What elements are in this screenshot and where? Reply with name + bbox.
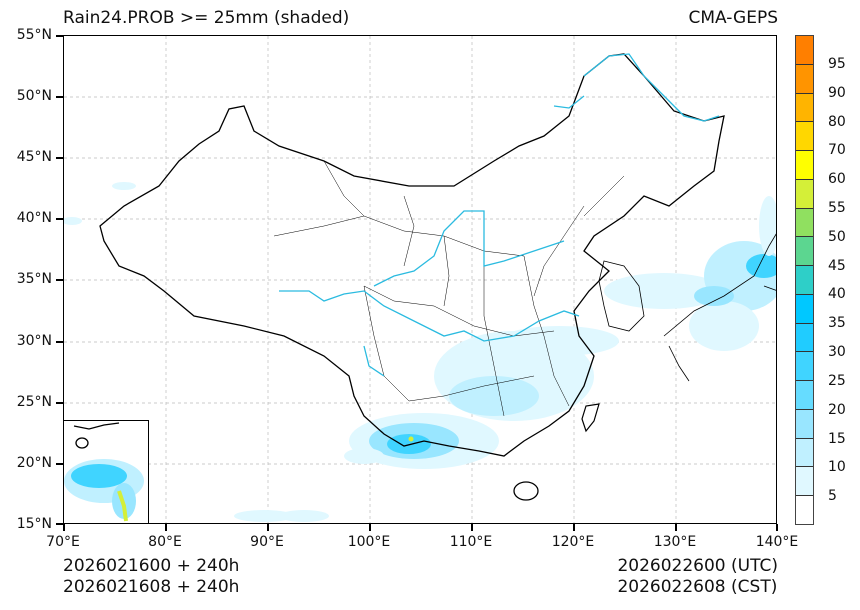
japan-outline xyxy=(663,233,776,382)
lat-label-35: 35°N xyxy=(16,271,52,287)
x-tick xyxy=(776,524,778,531)
model-name: CMA-GEPS xyxy=(688,8,778,28)
colorbar-label: 30 xyxy=(828,344,846,361)
y-tick xyxy=(56,96,63,98)
valid-time-block: 2026022600 (UTC) 2026022608 (CST) xyxy=(617,556,778,598)
colorbar xyxy=(795,35,814,525)
init-time-cst: 2026021608 + 240h xyxy=(63,577,240,597)
lon-label-140: 140°E xyxy=(755,534,799,550)
init-time-block: 2026021600 + 240h 2026021608 + 240h xyxy=(63,556,239,598)
colorbar-label: 60 xyxy=(828,171,846,188)
x-tick xyxy=(63,524,65,531)
y-tick xyxy=(56,402,63,404)
y-tick xyxy=(56,463,63,465)
colorbar-segment xyxy=(796,208,813,238)
x-tick xyxy=(267,524,269,531)
colorbar-segment xyxy=(796,381,813,410)
lon-label-80: 80°E xyxy=(148,534,182,550)
valid-time-cst: 2026022608 (CST) xyxy=(617,577,778,597)
lon-label-130: 130°E xyxy=(653,534,697,550)
colorbar-segment xyxy=(796,409,813,439)
lat-label-25: 25°N xyxy=(16,394,52,410)
colorbar-labels: 95 90 80 70 60 55 50 45 40 35 30 25 20 1… xyxy=(826,35,860,525)
colorbar-segment xyxy=(796,294,813,324)
lat-label-20: 20°N xyxy=(16,455,52,471)
colorbar-segment xyxy=(796,122,813,152)
lon-label-70: 70°E xyxy=(46,534,80,550)
korea-outline xyxy=(598,260,645,332)
colorbar-label: 80 xyxy=(828,113,846,130)
hainan-island xyxy=(513,481,539,501)
colorbar-label: 20 xyxy=(828,401,846,418)
lat-label-15: 15°N xyxy=(16,516,52,532)
colorbar-label: 95 xyxy=(828,55,846,72)
country-boundary xyxy=(99,53,725,457)
colorbar-segment xyxy=(796,352,813,382)
colorbar-label: 70 xyxy=(828,142,846,159)
colorbar-segment xyxy=(796,151,813,180)
colorbar-label: 35 xyxy=(828,315,846,332)
lat-label-50: 50°N xyxy=(16,88,52,104)
colorbar-segment xyxy=(796,64,813,94)
south-china-sea-inset xyxy=(64,420,149,523)
lat-label-40: 40°N xyxy=(16,210,52,226)
colorbar-segment xyxy=(796,496,813,525)
colorbar-label: 45 xyxy=(828,257,846,274)
colorbar-label: 10 xyxy=(828,459,846,476)
lat-label-30: 30°N xyxy=(16,333,52,349)
colorbar-segment xyxy=(796,323,813,353)
colorbar-label: 25 xyxy=(828,372,846,389)
colorbar-label: 40 xyxy=(828,286,846,303)
init-time-utc: 2026021600 + 240h xyxy=(63,556,240,576)
lon-label-100: 100°E xyxy=(347,534,391,550)
valid-time-utc: 2026022600 (UTC) xyxy=(617,556,778,576)
precip-shading xyxy=(64,182,776,522)
map-canvas xyxy=(64,36,776,523)
y-tick xyxy=(56,35,63,37)
colorbar-segment xyxy=(796,467,813,497)
y-tick xyxy=(56,157,63,159)
colorbar-segment xyxy=(796,179,813,209)
y-tick xyxy=(56,341,63,343)
y-tick xyxy=(56,218,63,220)
colorbar-label: 55 xyxy=(828,199,846,216)
colorbar-segment xyxy=(796,266,813,295)
rivers xyxy=(279,53,720,377)
chart-title: Rain24.PROB >= 25mm (shaded) xyxy=(63,8,350,28)
colorbar-label: 90 xyxy=(828,84,846,101)
lat-label-55: 55°N xyxy=(16,27,52,43)
x-tick xyxy=(573,524,575,531)
colorbar-label: 15 xyxy=(828,430,846,447)
map-plot-area xyxy=(63,35,777,524)
x-tick xyxy=(369,524,371,531)
x-tick xyxy=(675,524,677,531)
colorbar-segment xyxy=(796,237,813,267)
lat-label-45: 45°N xyxy=(16,149,52,165)
lon-label-110: 110°E xyxy=(449,534,493,550)
lon-label-90: 90°E xyxy=(250,534,284,550)
y-tick xyxy=(56,523,63,525)
colorbar-segment xyxy=(796,93,813,123)
x-tick xyxy=(471,524,473,531)
colorbar-segment xyxy=(796,36,813,65)
y-tick xyxy=(56,279,63,281)
colorbar-label: 5 xyxy=(828,488,837,505)
colorbar-segment xyxy=(796,438,813,468)
taiwan-island xyxy=(581,403,600,433)
x-tick xyxy=(165,524,167,531)
lon-label-120: 120°E xyxy=(551,534,595,550)
colorbar-label: 50 xyxy=(828,228,846,245)
